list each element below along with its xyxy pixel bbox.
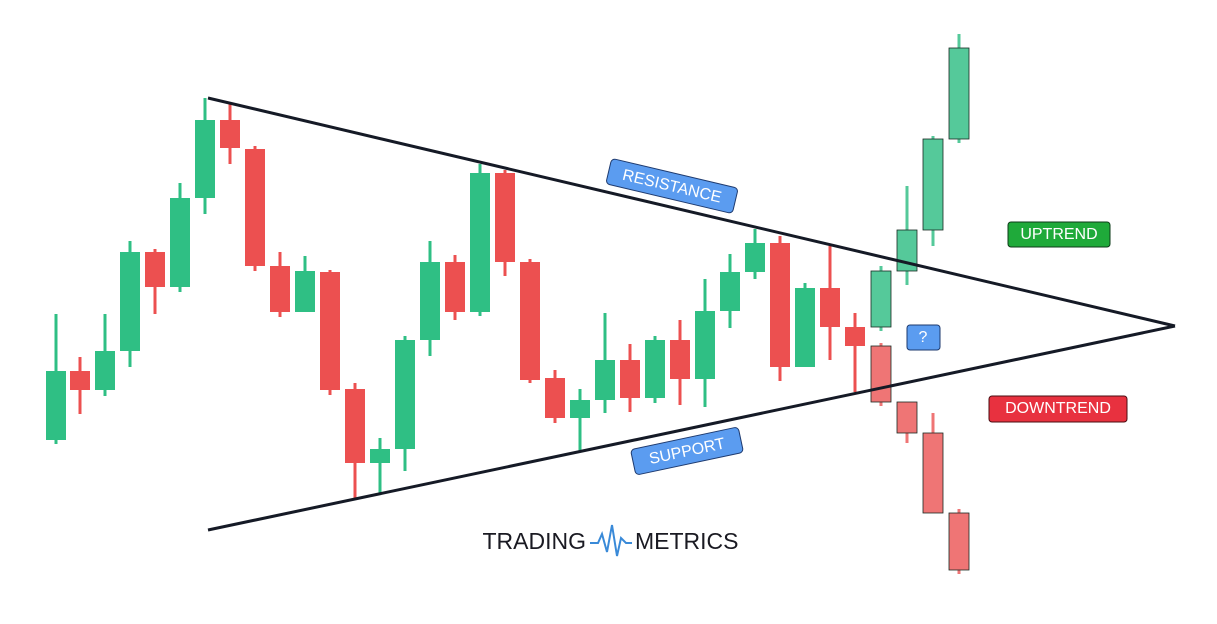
resistance-tag: RESISTANCE [606, 158, 738, 214]
candle-body [46, 371, 66, 440]
candle-body [820, 288, 840, 327]
candle-body [495, 173, 515, 262]
candle-body [948, 47, 970, 140]
candle-body [645, 340, 665, 398]
candle-body [948, 512, 970, 571]
candle-body [870, 270, 892, 328]
candles [46, 34, 970, 574]
candle-body [670, 340, 690, 379]
candle-body [120, 252, 140, 351]
candle-body [295, 271, 315, 312]
candle-body [370, 449, 390, 463]
candle-body [320, 272, 340, 390]
logo-icon [590, 524, 632, 557]
candle-body [395, 340, 415, 449]
candle-body [845, 327, 865, 346]
candle-body [245, 149, 265, 266]
question-label: ? [919, 329, 928, 346]
candle-body [745, 243, 765, 272]
candle-body [795, 288, 815, 367]
candle-body [770, 243, 790, 367]
candle-body [345, 389, 365, 463]
support-box [630, 427, 744, 475]
resistance-box [606, 158, 738, 214]
support-tag: SUPPORT [630, 427, 744, 475]
uptrend-box [1007, 221, 1111, 248]
candle-body [570, 400, 590, 418]
candle-body [695, 311, 715, 379]
candle-body [195, 120, 215, 198]
candle-body [922, 138, 944, 231]
candle-body [470, 173, 490, 312]
logo-left: TRADING [483, 528, 587, 554]
downtrend-label: DOWNTREND [1005, 400, 1111, 417]
candle-body [70, 371, 90, 390]
candle-body [220, 120, 240, 148]
candle-body [545, 378, 565, 418]
candle-body [95, 351, 115, 390]
resistance-line [207, 96, 1176, 328]
downtrend-box [988, 395, 1128, 423]
candle-body [922, 432, 944, 514]
candle-body [595, 360, 615, 400]
support-line [207, 324, 1176, 532]
candle-body [870, 345, 892, 403]
candle-body [620, 360, 640, 398]
candle-body [270, 266, 290, 312]
candle-body [170, 198, 190, 287]
question-box [906, 324, 941, 351]
candle-body [896, 401, 918, 434]
candle-body [445, 262, 465, 312]
uptrend-label: UPTREND [1020, 226, 1097, 243]
candle-body [420, 262, 440, 340]
logo-right: METRICS [635, 528, 739, 554]
candle-body [720, 272, 740, 311]
candle-body [145, 252, 165, 287]
candle-body [520, 262, 540, 380]
